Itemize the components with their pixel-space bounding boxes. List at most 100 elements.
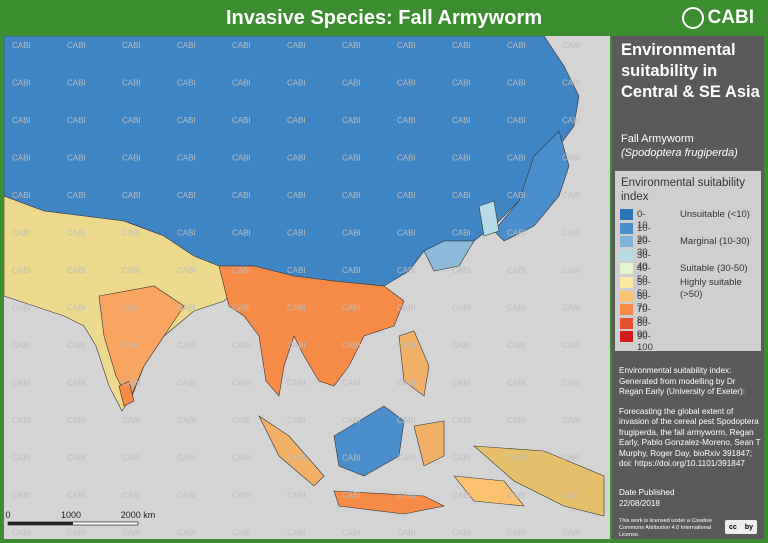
watermark: CABI <box>397 416 416 425</box>
watermark: CABI <box>342 341 361 350</box>
watermark: CABI <box>232 229 251 238</box>
watermark: CABI <box>397 229 416 238</box>
watermark: CABI <box>122 416 141 425</box>
watermark: CABI <box>287 529 306 538</box>
watermark: CABI <box>12 341 31 350</box>
watermark: CABI <box>67 304 86 313</box>
watermark: CABI <box>67 529 86 538</box>
watermark: CABI <box>287 116 306 125</box>
scale-bar: 0 1000 2000 km <box>5 510 156 526</box>
watermark: CABI <box>342 79 361 88</box>
watermark: CABI <box>562 379 581 388</box>
watermark: CABI <box>177 491 196 500</box>
watermark: CABI <box>342 454 361 463</box>
legend-swatch <box>620 317 633 329</box>
watermark: CABI <box>12 191 31 200</box>
watermark: CABI <box>397 454 416 463</box>
watermark: CABI <box>452 41 471 50</box>
watermark: CABI <box>507 41 526 50</box>
watermark: CABI <box>67 454 86 463</box>
watermark: CABI <box>452 529 471 538</box>
watermark: CABI <box>287 266 306 275</box>
watermark: CABI <box>562 304 581 313</box>
watermark: CABI <box>177 379 196 388</box>
watermark: CABI <box>342 41 361 50</box>
watermark: CABI <box>562 116 581 125</box>
legend-swatch <box>620 222 633 234</box>
land <box>4 36 605 517</box>
watermark: CABI <box>397 379 416 388</box>
watermark: CABI <box>507 154 526 163</box>
watermark: CABI <box>452 229 471 238</box>
watermark: CABI <box>397 191 416 200</box>
watermark: CABI <box>122 341 141 350</box>
watermark: CABI <box>562 229 581 238</box>
legend-range: 90-100 <box>637 331 653 354</box>
watermark: CABI <box>67 41 86 50</box>
watermark: CABI <box>397 79 416 88</box>
watermark: CABI <box>122 491 141 500</box>
watermark: CABI <box>177 116 196 125</box>
watermark: CABI <box>452 154 471 163</box>
watermark: CABI <box>67 229 86 238</box>
watermark: CABI <box>507 416 526 425</box>
date-label: Date Published <box>619 488 675 497</box>
legend-swatch <box>620 304 633 316</box>
watermark: CABI <box>562 491 581 500</box>
watermark: CABI <box>122 454 141 463</box>
logo: CABI <box>681 5 754 31</box>
legend-class: Marginal (10-30) <box>680 236 750 248</box>
watermark: CABI <box>562 154 581 163</box>
watermark: CABI <box>342 154 361 163</box>
watermark: CABI <box>122 116 141 125</box>
watermark: CABI <box>232 304 251 313</box>
watermark: CABI <box>12 379 31 388</box>
watermark: CABI <box>67 116 86 125</box>
watermark: CABI <box>452 454 471 463</box>
watermark: CABI <box>507 116 526 125</box>
watermark: CABI <box>342 116 361 125</box>
legend-range: 70-80 <box>637 304 651 327</box>
map-svg: CABI CABI CABI CABI CABI CABI CABI CABI CABI CABI… <box>4 36 605 538</box>
watermark: CABI <box>507 229 526 238</box>
watermark: CABI <box>287 341 306 350</box>
by: by <box>744 523 753 531</box>
watermark: CABI <box>232 491 251 500</box>
watermark: CABI <box>67 79 86 88</box>
watermark: CABI <box>562 529 581 538</box>
note-intro: Environmental suitability index: Generat… <box>619 366 746 396</box>
map: CABI CABI CABI CABI CABI CABI CABI CABI CABI CABI… <box>4 36 610 539</box>
watermark: CABI <box>562 191 581 200</box>
watermark: CABI <box>177 529 196 538</box>
watermark: CABI <box>122 229 141 238</box>
watermark: CABI <box>507 266 526 275</box>
watermark: CABI <box>507 304 526 313</box>
watermark: CABI <box>122 266 141 275</box>
legend-range: 80-90 <box>637 317 651 340</box>
legend-swatch <box>620 290 633 302</box>
watermark: CABI <box>342 529 361 538</box>
watermark: CABI <box>507 491 526 500</box>
watermark: CABI <box>562 341 581 350</box>
legend-class: Suitable (30-50) <box>680 263 748 275</box>
legend-range: 60-70 <box>637 290 651 313</box>
note-citation: Forecasting the global extent of invasio… <box>619 406 761 469</box>
watermarks: CABI CABI CABI CABI CABI CABI CABI CABI CABI CABI… <box>12 41 581 538</box>
watermark: CABI <box>122 191 141 200</box>
watermark: CABI <box>177 79 196 88</box>
watermark: CABI <box>397 529 416 538</box>
side-panel: Environmental suitability in Central & S… <box>612 36 764 539</box>
watermark: CABI <box>67 341 86 350</box>
watermark: CABI <box>67 491 86 500</box>
legend-range: 50-60 <box>637 277 651 299</box>
scale-label: 1000 <box>61 510 81 520</box>
watermark: CABI <box>397 41 416 50</box>
watermark: CABI <box>397 491 416 500</box>
watermark: CABI <box>67 191 86 200</box>
scale-label: 2000 km <box>121 510 156 520</box>
watermark: CABI <box>507 341 526 350</box>
watermark: CABI <box>67 379 86 388</box>
watermark: CABI <box>507 454 526 463</box>
cc-badge: cc by <box>725 520 757 534</box>
watermark: CABI <box>232 79 251 88</box>
